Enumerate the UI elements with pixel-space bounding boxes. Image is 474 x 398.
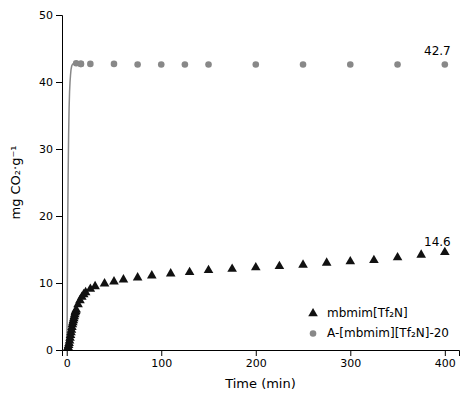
point xyxy=(158,61,165,68)
tick-label: 20 xyxy=(39,210,53,223)
tick-label: 0 xyxy=(46,344,53,357)
point xyxy=(345,256,355,264)
point xyxy=(100,278,110,286)
axis-line xyxy=(56,16,63,351)
tick-label: 200 xyxy=(246,357,267,370)
tick: 100 xyxy=(151,350,172,370)
tick-mark xyxy=(350,350,351,356)
legend-swatch xyxy=(310,330,317,337)
point xyxy=(90,281,100,289)
point xyxy=(133,272,143,280)
tick-mark xyxy=(161,350,162,356)
tick: 300 xyxy=(340,350,361,370)
chart: 0 100 200 300 400 0 10 20 30 40 50 42.7 14.6 mbmim[Tf… xyxy=(0,0,474,398)
marks xyxy=(62,60,449,350)
tick-label: 100 xyxy=(151,357,172,370)
tick: 30 xyxy=(39,143,62,156)
tick-mark xyxy=(56,350,62,351)
point xyxy=(393,252,403,260)
tick-label: 400 xyxy=(435,357,456,370)
y-axis: 0 10 20 30 40 50 xyxy=(39,9,63,357)
point xyxy=(182,61,189,68)
tick-label: 40 xyxy=(39,76,53,89)
point xyxy=(252,61,259,68)
point xyxy=(111,61,118,68)
legend-item: A-[mbmim][Tf₂N]-20 xyxy=(310,326,449,340)
tick-mark xyxy=(67,350,68,356)
point xyxy=(275,261,285,269)
point xyxy=(251,262,261,270)
point xyxy=(205,61,212,68)
tick-label: 30 xyxy=(39,143,53,156)
point xyxy=(394,61,401,68)
tick: 40 xyxy=(39,76,62,89)
tick-mark xyxy=(56,283,62,284)
tick: 0 xyxy=(64,350,71,370)
tick: 200 xyxy=(246,350,267,370)
x-axis: 0 100 200 300 400 xyxy=(63,350,460,370)
tick-label: 0 xyxy=(64,357,71,370)
tick: 20 xyxy=(39,210,62,223)
tick: 10 xyxy=(39,277,62,290)
point xyxy=(185,267,195,275)
tick-mark xyxy=(56,82,62,83)
point xyxy=(119,274,129,282)
point xyxy=(227,263,237,271)
legend-label: A-[mbmim][Tf₂N]-20 xyxy=(327,326,449,340)
annotation: 42.7 xyxy=(424,44,451,58)
tick-mark xyxy=(445,350,446,356)
point xyxy=(300,61,307,68)
tick-mark xyxy=(56,15,62,16)
point xyxy=(416,249,426,257)
point xyxy=(134,61,141,68)
point xyxy=(109,276,119,284)
annotation: 14.6 xyxy=(424,235,451,249)
point xyxy=(322,257,332,265)
point xyxy=(147,270,157,278)
plot-area: 0 100 200 300 400 0 10 20 30 40 50 42.7 14.6 mbmim[Tf… xyxy=(39,9,460,370)
tick: 50 xyxy=(39,9,62,22)
tick-label: 10 xyxy=(39,277,53,290)
axis-line xyxy=(63,351,460,357)
tick-mark xyxy=(256,350,257,356)
point xyxy=(347,61,354,68)
point xyxy=(166,268,176,276)
tick-label: 50 xyxy=(39,9,53,22)
point xyxy=(204,265,214,273)
point xyxy=(87,61,94,68)
legend-label: mbmim[Tf₂N] xyxy=(327,306,408,320)
tick-label: 300 xyxy=(340,357,361,370)
point xyxy=(369,255,379,263)
x-axis-title: Time (min) xyxy=(224,376,296,391)
tick: 0 xyxy=(46,344,62,357)
point xyxy=(442,61,449,68)
point xyxy=(78,61,85,68)
tick-mark xyxy=(56,216,62,217)
tick-mark xyxy=(56,149,62,150)
tick: 400 xyxy=(435,350,456,370)
point xyxy=(78,61,85,68)
legend-item: mbmim[Tf₂N] xyxy=(308,306,408,320)
y-axis-title: mg CO₂·g⁻¹ xyxy=(8,145,23,219)
legend: mbmim[Tf₂N] A-[mbmim][Tf₂N]-20 xyxy=(308,306,449,340)
legend-swatch xyxy=(308,308,318,316)
point xyxy=(298,259,308,267)
